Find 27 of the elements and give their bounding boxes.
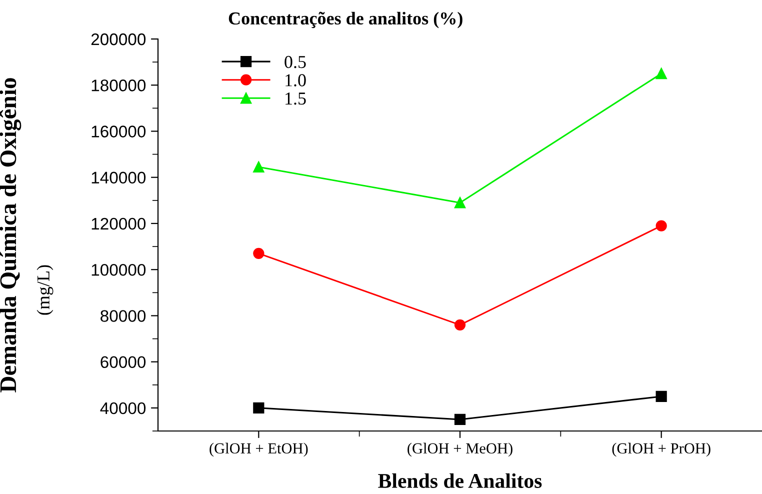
text: (mg/L) [36, 265, 54, 315]
point [656, 220, 667, 232]
legend-title: Concentrações de analitos (%) [228, 12, 462, 28]
point [454, 197, 466, 208]
point [454, 414, 466, 426]
y-tick-label: 100000 [92, 264, 146, 276]
point [656, 68, 667, 80]
point [454, 319, 466, 330]
legend-label: 1.0 [286, 74, 306, 86]
point [253, 402, 264, 414]
x-tick-label: (GlOH + EtOH) [210, 442, 308, 457]
y-tick-label: 120000 [92, 218, 146, 230]
legend-label: 1.5 [286, 92, 306, 105]
point [656, 390, 667, 402]
y-tick-label: 180000 [92, 80, 146, 92]
x-tick-label: (GlOH + MeOH) [408, 442, 512, 457]
x-axis-title: Blends de Analitos [378, 473, 542, 488]
y-tick-label: 40000 [100, 402, 146, 414]
y-tick-label: 200000 [91, 33, 146, 46]
x-tick-label: (GlOH + PrOH) [612, 442, 710, 457]
legend-label: 0.5 [284, 56, 306, 68]
y-tick-label: 140000 [92, 172, 146, 184]
y-tick-label: 160000 [92, 126, 146, 138]
y-tick-label: 80000 [100, 310, 146, 322]
point [253, 161, 264, 173]
point [253, 248, 264, 260]
y-tick-label: 60000 [100, 356, 146, 368]
